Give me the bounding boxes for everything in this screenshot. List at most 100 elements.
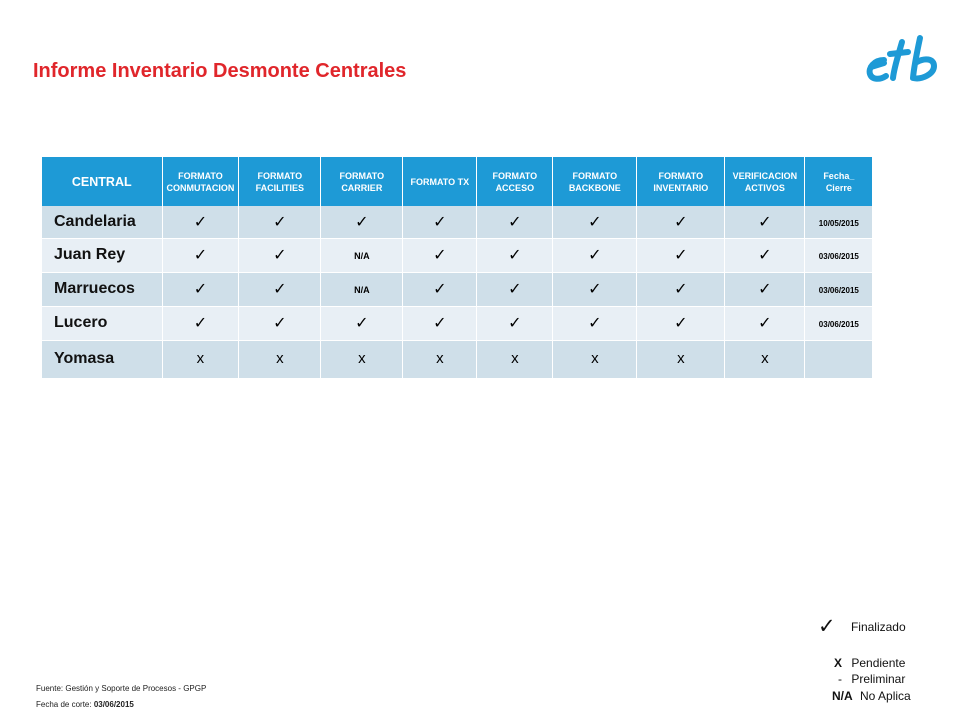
close-date-cell: 03/06/2015 (804, 306, 874, 341)
status-cell: ✓ (724, 206, 806, 239)
legend-noaplica: No Aplica (860, 689, 911, 703)
column-header: FORMATO FACILITIES (238, 157, 322, 206)
check-icon: ✓ (273, 279, 287, 298)
status-cell: ✓ (476, 306, 554, 341)
status-cell: ✓ (552, 206, 638, 239)
close-date-cell: 03/06/2015 (804, 272, 874, 307)
status-cell: ✓ (238, 272, 322, 307)
pending-mark: x (761, 350, 769, 367)
check-icon: ✓ (273, 245, 287, 264)
status-cell: x (402, 340, 478, 379)
close-date: 03/06/2015 (818, 252, 859, 261)
status-cell: ✓ (320, 306, 404, 341)
status-cell: ✓ (552, 306, 638, 341)
central-name: Yomasa (42, 340, 163, 379)
status-cell: ✓ (476, 206, 554, 239)
column-header: VERIFICACION ACTIVOS (724, 157, 806, 206)
status-cell: N/A (320, 238, 404, 273)
table-row: Marruecos ✓ ✓ N/A ✓ ✓ ✓ ✓ ✓ 03/06/2015 (42, 272, 874, 307)
legend-finalizado: Finalizado (850, 620, 906, 634)
pending-mark: x (436, 350, 444, 367)
column-header: FORMATO INVENTARIO (636, 157, 726, 206)
pending-mark: x (591, 350, 599, 367)
status-cell: x (238, 340, 322, 379)
column-header: FORMATO ACCESO (476, 157, 554, 206)
status-cell: ✓ (320, 206, 404, 239)
close-date: 03/06/2015 (818, 320, 859, 329)
check-icon: ✓ (355, 313, 369, 332)
status-cell: N/A (320, 272, 404, 307)
status-cell: ✓ (724, 238, 806, 273)
status-cell: ✓ (636, 238, 726, 273)
check-icon: ✓ (588, 211, 602, 231)
central-name: Juan Rey (42, 238, 163, 273)
status-cell: x (552, 340, 638, 379)
check-icon: ✓ (508, 245, 522, 264)
close-date-cell: 03/06/2015 (804, 238, 874, 273)
pending-mark: x (276, 350, 284, 367)
table-header-row: CENTRAL FORMATO CONMUTACION FORMATO FACILI… (42, 157, 874, 206)
status-cell: ✓ (238, 238, 322, 273)
legend-dash-symbol: - (838, 672, 842, 686)
table-row: Candelaria ✓ ✓ ✓ ✓ ✓ ✓ ✓ ✓ 10/05/2015 (42, 206, 874, 239)
column-header: CENTRAL (42, 157, 163, 206)
na-label: N/A (354, 285, 370, 295)
check-icon: ✓ (355, 211, 369, 231)
status-cell: ✓ (238, 206, 322, 239)
status-cell: x (476, 340, 554, 379)
column-header: FORMATO TX (402, 157, 478, 206)
status-cell: ✓ (636, 272, 726, 307)
footer-source: Fuente: Gestión y Soporte de Procesos - … (36, 684, 207, 693)
check-icon: ✓ (758, 313, 772, 332)
column-header: FORMATO CONMUTACION (162, 157, 240, 206)
inventory-table: CENTRAL FORMATO CONMUTACION FORMATO FACILI… (42, 157, 874, 379)
footer-date-value: 03/06/2015 (93, 700, 134, 709)
status-cell: x (636, 340, 726, 379)
legend-na-symbol: N/A (832, 689, 853, 703)
check-icon: ✓ (588, 313, 602, 332)
check-icon: ✓ (674, 279, 688, 298)
pending-mark: x (677, 350, 685, 367)
etb-logo (866, 35, 937, 82)
check-icon: ✓ (433, 279, 447, 298)
close-date-cell (804, 340, 874, 379)
check-icon: ✓ (273, 211, 287, 231)
central-name: Marruecos (42, 272, 163, 307)
check-icon: ✓ (508, 211, 522, 231)
check-icon: ✓ (508, 279, 522, 298)
status-cell: ✓ (636, 206, 726, 239)
pending-mark: x (196, 350, 205, 367)
table-row: Lucero ✓ ✓ ✓ ✓ ✓ ✓ ✓ ✓ 03/06/2015 (42, 306, 874, 341)
status-cell: ✓ (476, 272, 554, 307)
check-icon: ✓ (758, 279, 772, 298)
status-cell: ✓ (402, 306, 478, 341)
legend-pendiente: Pendiente (851, 656, 906, 670)
status-cell: x (162, 340, 240, 379)
status-cell: ✓ (724, 272, 806, 307)
status-cell: ✓ (552, 238, 638, 273)
table-row: Juan Rey ✓ ✓ N/A ✓ ✓ ✓ ✓ ✓ 03/06/2015 (42, 238, 874, 273)
status-cell: ✓ (238, 306, 322, 341)
column-header: FORMATO CARRIER (320, 157, 404, 206)
central-name: Candelaria (42, 206, 163, 239)
check-icon: ✓ (193, 313, 208, 332)
status-cell: ✓ (162, 206, 240, 239)
check-icon: ✓ (433, 211, 447, 231)
status-cell: ✓ (162, 238, 240, 273)
check-icon: ✓ (193, 211, 208, 231)
central-name: Lucero (42, 306, 163, 341)
check-icon: ✓ (193, 279, 208, 298)
close-date-cell: 10/05/2015 (804, 206, 874, 239)
status-cell: ✓ (552, 272, 638, 307)
status-cell: x (724, 340, 806, 379)
check-icon: ✓ (193, 245, 208, 264)
check-icon: ✓ (588, 245, 602, 264)
status-cell: ✓ (636, 306, 726, 341)
status-cell: x (320, 340, 404, 379)
check-icon: ✓ (674, 245, 688, 264)
close-date: 03/06/2015 (818, 286, 859, 295)
check-icon: ✓ (674, 313, 688, 332)
column-header: Fecha_ Cierre (804, 157, 874, 206)
check-icon: ✓ (758, 211, 772, 231)
close-date: 10/05/2015 (818, 218, 859, 228)
